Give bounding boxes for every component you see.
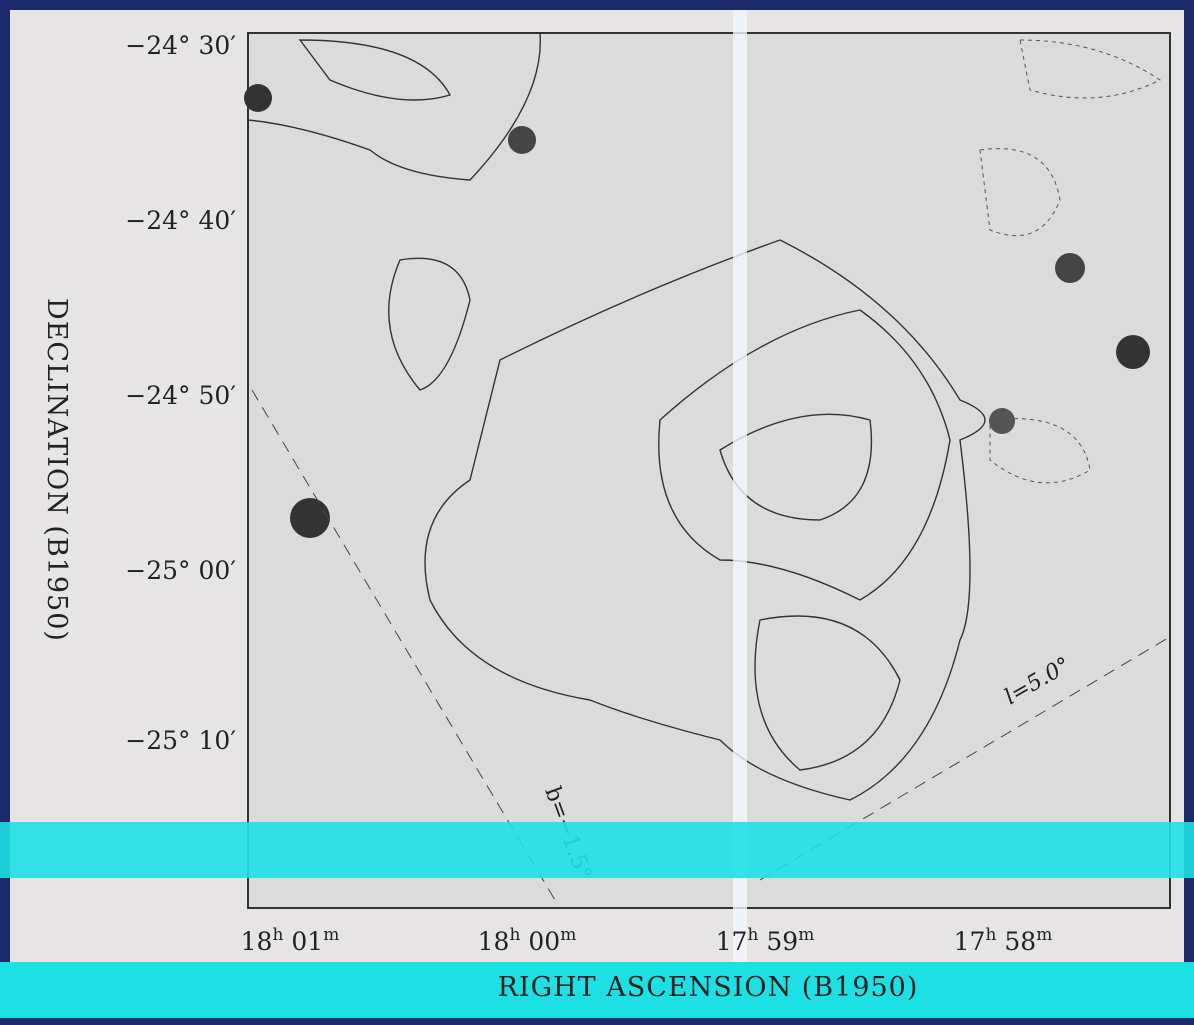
- contour-map: [244, 32, 1169, 901]
- value: 01: [291, 927, 323, 956]
- value: 00: [528, 927, 560, 956]
- unit: m: [560, 925, 576, 945]
- unit: m: [323, 925, 339, 945]
- x-tick-label: 18h 01m: [241, 925, 340, 956]
- unit: m: [798, 925, 814, 945]
- y-tick-label: −24° 40′: [125, 206, 236, 235]
- unit: h: [985, 925, 996, 945]
- x-tick-label: 17h 59m: [716, 925, 815, 956]
- value: 58: [1004, 927, 1036, 956]
- y-tick-label: −25° 00′: [125, 556, 236, 585]
- value: 17: [716, 927, 748, 956]
- y-tick-label: −24° 30′: [125, 31, 236, 60]
- plot-frame: [247, 32, 1171, 909]
- scan-streak: [733, 10, 747, 1015]
- value: 59: [766, 927, 798, 956]
- cyan-band: [0, 822, 1194, 878]
- x-axis-title: RIGHT ASCENSION (B1950): [498, 972, 919, 1003]
- x-tick-label: 17h 58m: [954, 925, 1053, 956]
- y-axis-title: DECLINATION (B1950): [41, 298, 72, 642]
- value: 18: [241, 927, 273, 956]
- y-tick-label: −25° 10′: [125, 726, 236, 755]
- unit: h: [747, 925, 758, 945]
- x-tick-label: 18h 00m: [478, 925, 577, 956]
- cyan-band: [0, 962, 1194, 1018]
- value: 17: [954, 927, 986, 956]
- unit: m: [1036, 925, 1052, 945]
- value: 18: [478, 927, 510, 956]
- y-tick-label: −24° 50′: [125, 381, 236, 410]
- unit: h: [272, 925, 283, 945]
- unit: h: [509, 925, 520, 945]
